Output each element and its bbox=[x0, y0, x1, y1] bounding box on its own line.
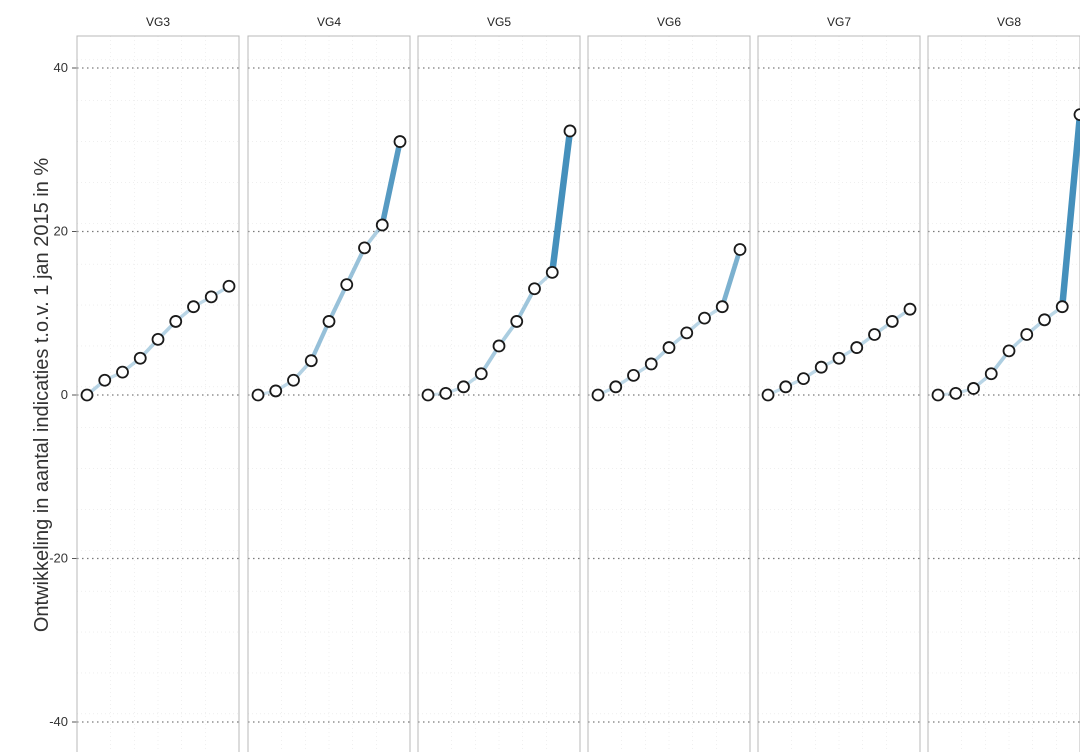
y-axis-ticks: 40 20 0 -20 -40 bbox=[49, 60, 77, 729]
data-point bbox=[439, 386, 453, 400]
y-tick-label: 0 bbox=[61, 387, 68, 402]
data-point bbox=[393, 135, 407, 148]
data-point bbox=[591, 388, 605, 402]
data-point bbox=[662, 341, 676, 354]
data-point bbox=[1038, 313, 1051, 327]
data-point bbox=[850, 341, 864, 354]
data-point bbox=[457, 380, 470, 394]
y-tick-label: -40 bbox=[49, 714, 68, 729]
series-segment bbox=[326, 282, 349, 324]
facet-panels: VG3 VG4 VG5 VG6 VG7 VG8 bbox=[76, 15, 1080, 752]
data-point bbox=[358, 241, 371, 255]
data-point bbox=[287, 373, 300, 387]
panel-vg7: VG7 bbox=[757, 15, 921, 752]
data-point bbox=[903, 302, 917, 316]
data-point bbox=[949, 386, 963, 400]
data-point bbox=[322, 315, 336, 328]
y-tick-label: 20 bbox=[54, 224, 68, 239]
data-point bbox=[609, 380, 623, 394]
y-tick-label: 40 bbox=[54, 60, 68, 75]
data-point bbox=[269, 384, 283, 398]
data-point bbox=[421, 388, 435, 402]
data-point bbox=[797, 372, 810, 386]
data-point bbox=[204, 290, 218, 304]
data-point bbox=[1073, 108, 1080, 121]
data-point bbox=[251, 388, 265, 402]
data-point bbox=[151, 333, 165, 346]
data-point bbox=[187, 300, 200, 314]
data-point bbox=[492, 339, 506, 353]
panel-vg8: VG8 bbox=[927, 15, 1080, 752]
data-point bbox=[627, 368, 640, 382]
data-point bbox=[528, 282, 541, 296]
panel-vg4: VG4 bbox=[247, 15, 411, 752]
data-point bbox=[698, 311, 711, 325]
panel-title: VG6 bbox=[657, 15, 681, 29]
panel-title: VG7 bbox=[827, 15, 851, 29]
data-point bbox=[715, 300, 729, 314]
panel-vg6: VG6 bbox=[587, 15, 751, 752]
y-axis-title: Ontwikkeling in aantal indicaties t.o.v.… bbox=[31, 158, 53, 633]
data-point bbox=[169, 315, 183, 328]
series-segment bbox=[309, 319, 332, 363]
data-point bbox=[116, 365, 129, 379]
data-point bbox=[1055, 300, 1069, 314]
data-point bbox=[885, 315, 899, 328]
series-segment bbox=[549, 127, 574, 276]
panel-border bbox=[76, 35, 240, 752]
panel-border bbox=[757, 35, 921, 752]
data-point bbox=[814, 360, 828, 374]
data-point bbox=[304, 354, 318, 368]
data-point bbox=[931, 388, 945, 402]
data-point bbox=[680, 326, 694, 340]
data-point bbox=[545, 265, 559, 279]
data-point bbox=[984, 367, 998, 381]
panel-border bbox=[927, 35, 1080, 752]
data-point bbox=[1020, 328, 1034, 341]
data-point bbox=[868, 328, 881, 341]
data-point bbox=[510, 315, 524, 328]
panel-vg3: VG3 bbox=[76, 15, 240, 752]
series-segment bbox=[719, 247, 743, 310]
data-point bbox=[779, 380, 793, 394]
panel-title: VG4 bbox=[317, 15, 341, 29]
data-point bbox=[80, 388, 94, 402]
data-point bbox=[474, 367, 488, 381]
data-point bbox=[340, 278, 354, 292]
data-point bbox=[222, 279, 236, 293]
panel-title: VG3 bbox=[146, 15, 170, 29]
data-point bbox=[832, 351, 846, 365]
data-point bbox=[1002, 344, 1016, 358]
data-point bbox=[133, 351, 147, 365]
panel-title: VG8 bbox=[997, 15, 1021, 29]
data-point bbox=[563, 124, 577, 138]
data-point bbox=[967, 382, 980, 395]
panel-border bbox=[247, 35, 411, 752]
data-point bbox=[98, 373, 112, 387]
series-segment bbox=[379, 138, 403, 228]
data-point bbox=[761, 388, 775, 402]
panel-border bbox=[587, 35, 751, 752]
y-tick-label: -20 bbox=[49, 551, 68, 566]
data-point bbox=[733, 243, 747, 256]
data-point bbox=[375, 218, 389, 232]
panel-vg5: VG5 bbox=[417, 15, 581, 752]
series-segment bbox=[344, 245, 367, 287]
series-segment bbox=[1059, 111, 1080, 310]
data-point bbox=[644, 357, 658, 371]
panel-title: VG5 bbox=[487, 15, 511, 29]
panel-border bbox=[417, 35, 581, 752]
